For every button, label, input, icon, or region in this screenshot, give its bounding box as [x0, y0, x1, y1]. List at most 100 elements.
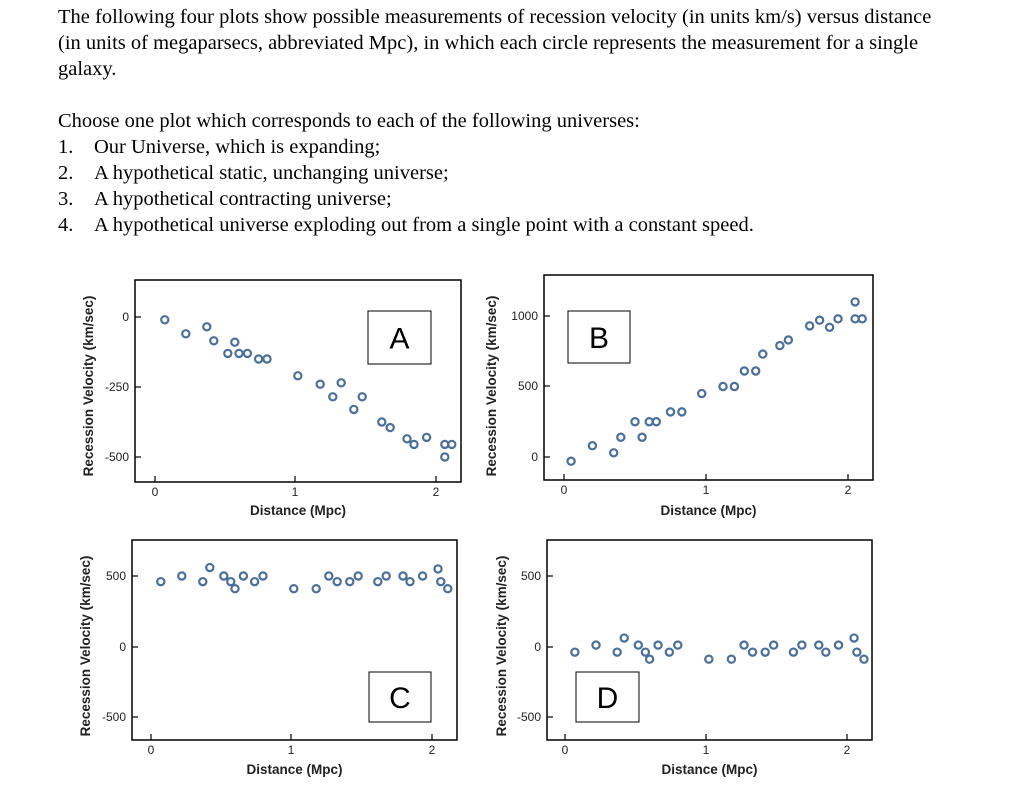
data-point [381, 571, 391, 581]
panel-label: A [389, 323, 409, 356]
x-tick-label: 1 [292, 485, 299, 499]
data-point [219, 571, 229, 581]
data-point [324, 571, 334, 581]
y-axis-label: Recession Velocity (km/sec) [81, 296, 96, 477]
x-tick-label: 2 [845, 483, 852, 497]
y-tick-label: -500 [102, 710, 126, 724]
data-point [821, 647, 831, 657]
data-point [253, 354, 264, 364]
data-point [768, 640, 779, 650]
data-point [677, 407, 687, 417]
panel-label-box [367, 310, 432, 365]
x-axis-label: Distance (Mpc) [660, 503, 756, 518]
data-point [859, 654, 869, 664]
data-point [373, 576, 383, 587]
data-point [644, 654, 655, 664]
y-tick-label: 1000 [511, 309, 538, 323]
data-point [238, 571, 249, 581]
data-point [230, 583, 240, 594]
data-point [797, 640, 807, 650]
data-point [436, 576, 446, 587]
y-tick-label: -500 [105, 450, 129, 464]
data-point [704, 654, 714, 664]
x-tick-label: 1 [288, 743, 295, 757]
x-tick-label: 2 [429, 743, 436, 757]
list-item: 4. A hypothetical universe exploding out … [58, 212, 958, 238]
data-point [156, 576, 166, 587]
data-point [651, 417, 662, 427]
x-tick-label: 0 [562, 743, 569, 757]
y-tick-label: 0 [531, 450, 538, 464]
data-point [332, 576, 342, 587]
y-tick-label: 0 [122, 310, 129, 324]
panel-label: B [589, 322, 609, 355]
panel-label-box [567, 310, 631, 364]
data-point [409, 439, 419, 450]
data-point [664, 647, 675, 657]
data-point [385, 422, 395, 433]
data-point [640, 647, 651, 657]
scatter-panel-a: 0 1 2 0 -250 -500 Distance (Mpc) Recession Velo… [81, 279, 462, 518]
data-point [209, 336, 219, 346]
data-point [198, 576, 208, 587]
panel-label-box [575, 671, 640, 723]
data-point [262, 354, 272, 364]
x-tick-label: 1 [703, 743, 710, 757]
instruction-paragraph: Choose one plot which corresponds to eac… [58, 110, 640, 132]
y-tick-label: 500 [106, 569, 126, 583]
data-point [402, 434, 412, 444]
data-point [804, 321, 815, 331]
data-point [181, 329, 191, 339]
x-tick-label: 2 [844, 743, 851, 757]
data-point [357, 392, 367, 402]
data-point [783, 335, 794, 345]
x-tick-label: 0 [148, 743, 155, 757]
data-point [726, 654, 737, 664]
panel-label: C [389, 682, 411, 715]
data-point [814, 315, 825, 325]
x-axis-label: Distance (Mpc) [246, 762, 342, 777]
data-point [226, 576, 236, 587]
data-point [328, 392, 338, 402]
data-point [177, 571, 187, 581]
list-text: Our Universe, which is expanding; [94, 136, 381, 158]
data-point [850, 297, 860, 307]
x-axis-label: Distance (Mpc) [250, 503, 346, 518]
panel-label-box [368, 671, 432, 723]
list-item: 1. Our Universe, which is expanding; [58, 134, 958, 160]
data-point [609, 448, 619, 458]
data-point [566, 456, 576, 466]
data-point [814, 640, 824, 650]
data-point [633, 640, 644, 650]
data-point [857, 314, 867, 324]
x-tick-label: 0 [152, 485, 159, 499]
data-point [336, 378, 346, 388]
y-tick-label: -250 [105, 380, 129, 394]
plot-frame [543, 274, 874, 481]
data-point [760, 647, 770, 657]
data-point [729, 381, 740, 392]
data-point [849, 633, 859, 643]
y-tick-label: -500 [517, 710, 541, 724]
data-point [616, 432, 626, 442]
x-tick-label: 1 [703, 483, 710, 497]
list-number: 2. [58, 162, 74, 184]
data-point [405, 576, 415, 587]
data-point [751, 366, 761, 376]
scatter-panel-c: 0 1 2 500 0 -500 Distance (Mpc) Recession Veloc… [78, 539, 458, 777]
list-number: 4. [58, 214, 74, 236]
data-point [788, 647, 799, 657]
data-point [349, 404, 359, 415]
data-point [398, 571, 408, 581]
data-point [205, 562, 215, 573]
data-point [630, 417, 640, 427]
x-tick-label: 0 [561, 483, 568, 497]
universe-list: 1. Our Universe, which is expanding; 2. A … [58, 134, 958, 238]
data-point [315, 379, 325, 389]
data-point [587, 441, 598, 451]
data-point [591, 640, 601, 650]
list-text: A hypothetical static, unchanging univer… [94, 162, 449, 184]
data-point [345, 576, 355, 587]
data-point [258, 571, 268, 581]
